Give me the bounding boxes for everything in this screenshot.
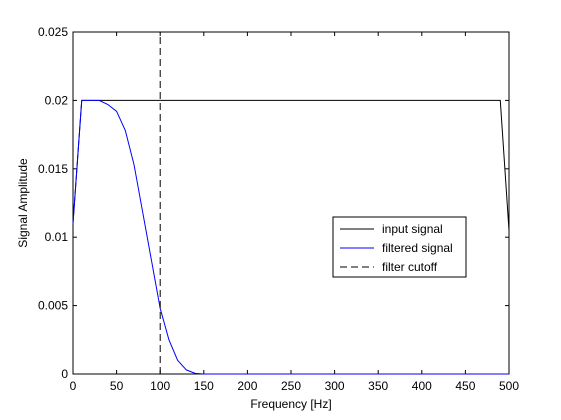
y-tick-label: 0.005 [38, 299, 68, 313]
plot-area [72, 31, 510, 375]
x-axis: 0 50 100 150 200 250 300 350 400 450 500 [70, 32, 519, 393]
y-tick-label: 0.01 [45, 230, 69, 244]
x-tick-label: 0 [70, 379, 77, 393]
x-tick-label: 250 [281, 379, 301, 393]
y-tick-label: 0 [61, 367, 68, 381]
y-tick-label: 0.02 [45, 93, 69, 107]
legend: input signal filtered signal filter cutoff [332, 216, 467, 278]
x-tick-label: 500 [499, 379, 519, 393]
x-tick-label: 50 [110, 379, 124, 393]
y-tick-label: 0.015 [38, 162, 68, 176]
series-line-filtered-signal [72, 99, 509, 375]
x-tick-label: 350 [368, 379, 388, 393]
y-tick-label: 0.025 [38, 25, 68, 39]
x-tick-label: 200 [237, 379, 257, 393]
legend-label: filtered signal [382, 241, 453, 255]
x-tick-label: 100 [150, 379, 170, 393]
x-axis-label: Frequency [Hz] [250, 397, 331, 411]
x-tick-label: 450 [455, 379, 475, 393]
y-axis: 0 0.005 0.01 0.015 0.02 0.025 [38, 25, 509, 381]
y-axis-label: Signal Amplitude [16, 158, 30, 248]
x-tick-label: 400 [412, 379, 432, 393]
x-tick-label: 150 [194, 379, 214, 393]
legend-label: input signal [382, 222, 443, 236]
series-layer [72, 32, 510, 375]
x-tick-label: 300 [325, 379, 345, 393]
legend-label: filter cutoff [382, 260, 438, 274]
